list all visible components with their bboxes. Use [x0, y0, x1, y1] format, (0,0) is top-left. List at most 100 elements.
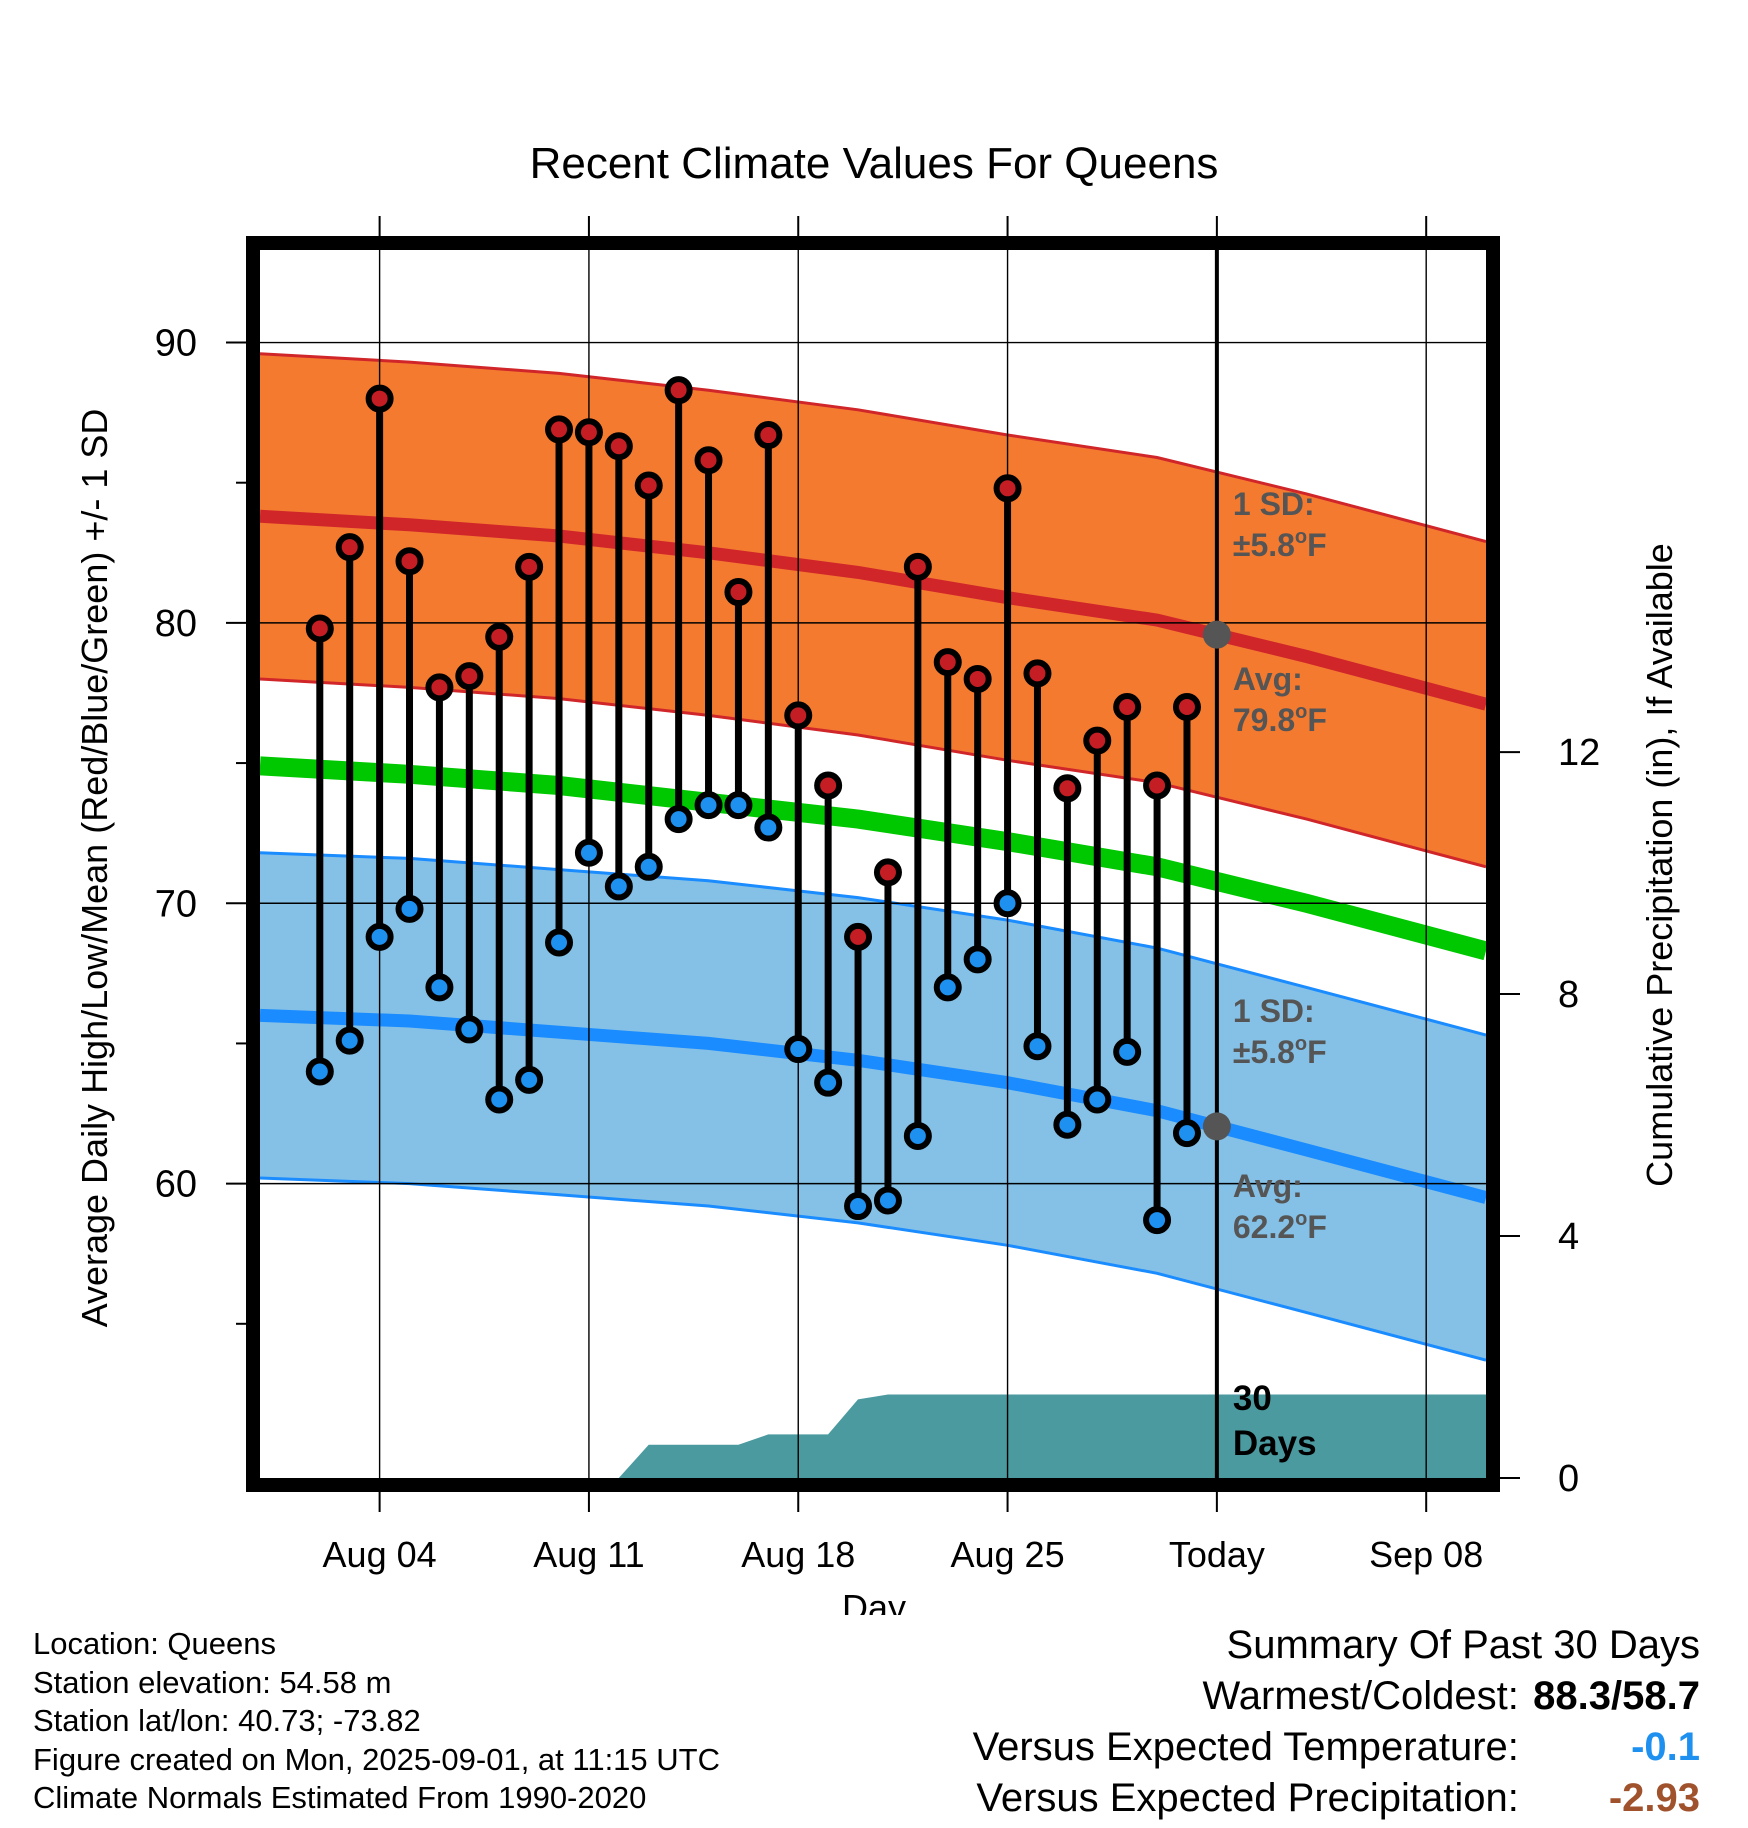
high-temp-point	[903, 552, 932, 581]
low-temp-point	[694, 791, 723, 820]
high-sd-upper-edge	[260, 352, 1486, 544]
low-temp-point	[604, 872, 633, 901]
high-temp-point	[1083, 726, 1112, 755]
low-temp-point	[1143, 1206, 1172, 1235]
high-temp-point	[1023, 659, 1052, 688]
low-temp-point	[1083, 1085, 1112, 1114]
low-temp-point	[515, 1065, 544, 1094]
low-temp-point	[455, 1015, 484, 1044]
low-temp-point	[395, 894, 424, 923]
days-label-number: 30	[1233, 1379, 1272, 1418]
low-temp-point	[873, 1186, 902, 1215]
high-temp-point	[515, 552, 544, 581]
precip-value: -2.93	[1608, 1776, 1700, 1820]
high-temp-point	[963, 664, 992, 693]
high-sd-lower-edge	[260, 677, 1486, 869]
low-temp-point	[784, 1035, 813, 1064]
elevation-text: Station elevation: 54.58 m	[33, 1664, 392, 1700]
high-temp-point	[395, 547, 424, 576]
created-text: Figure created on Mon, 2025-09-01, at 11…	[33, 1741, 720, 1777]
high-temp-point	[634, 471, 663, 500]
high-sd-label: 1 SD:	[1233, 486, 1315, 522]
low-temp-point	[933, 973, 962, 1002]
temp-row: Versus Expected Temperature: -0.1	[973, 1722, 1700, 1773]
y-axis-label: Average Daily High/Low/Mean (Red/Blue/Gr…	[74, 409, 115, 1328]
low-temp-point	[993, 889, 1022, 918]
station-info: Location: Queens Station elevation: 54.5…	[33, 1625, 720, 1818]
x-tick-label: Sep 08	[1369, 1534, 1483, 1575]
today-high-avg-marker	[1202, 620, 1231, 649]
y2-axis-label: Cumulative Precipitation (in), If Availa…	[1639, 543, 1680, 1187]
low-temp-point	[365, 922, 394, 951]
high-avg-label: Avg:	[1233, 661, 1303, 697]
x-tick-label: Aug 11	[533, 1534, 644, 1575]
high-temp-point	[305, 614, 334, 643]
high-avg-value: 79.8oF	[1233, 701, 1327, 738]
precip-row: Versus Expected Precipitation: -2.93	[973, 1773, 1700, 1824]
high-temp-point	[873, 858, 902, 887]
warm-cold-row: Warmest/Coldest: 88.3/58.7	[973, 1671, 1701, 1722]
low-avg-value: 62.2oF	[1233, 1208, 1327, 1245]
today-low-avg-marker	[1202, 1112, 1231, 1141]
precip-label: Versus Expected Precipitation:	[976, 1776, 1519, 1820]
plot-frame	[246, 236, 1500, 1492]
high-temp-point	[694, 446, 723, 475]
high-temp-point	[754, 421, 783, 450]
low-temp-point	[485, 1085, 514, 1114]
low-temp-point	[664, 805, 693, 834]
high-temp-point	[365, 384, 394, 413]
low-temp-point	[1113, 1037, 1142, 1066]
y-tick-label: 70	[155, 883, 197, 925]
low-temp-point	[335, 1026, 364, 1055]
low-temp-point	[1053, 1110, 1082, 1139]
low-sd-value: ±5.8oF	[1233, 1033, 1327, 1070]
high-temp-point	[933, 648, 962, 677]
x-tick-label: Aug 18	[741, 1534, 855, 1575]
low-temp-point	[1172, 1119, 1201, 1148]
low-sd-label: 1 SD:	[1233, 993, 1315, 1029]
summary-panel: Summary Of Past 30 Days Warmest/Coldest:…	[973, 1620, 1700, 1824]
climate-chart: Recent Climate Values For Queens 1 SD: ±5…	[74, 139, 1680, 1615]
warm-cold-label: Warmest/Coldest:	[1202, 1674, 1519, 1718]
y2-tick-label: 0	[1558, 1458, 1579, 1500]
y-tick-label: 60	[155, 1164, 197, 1206]
y-tick-label: 90	[155, 323, 197, 365]
low-sd-upper-edge	[260, 851, 1486, 1037]
latlon-text: Station lat/lon: 40.73; -73.82	[33, 1703, 421, 1738]
high-temp-point	[784, 701, 813, 730]
x-tick-label: Aug 04	[323, 1534, 437, 1575]
low-temp-point	[963, 945, 992, 974]
plot-inner	[260, 250, 1486, 1478]
y2-tick-label: 4	[1558, 1216, 1579, 1258]
high-sd-band	[260, 353, 1486, 867]
x-tick-label: Today	[1169, 1534, 1265, 1575]
low-temp-point	[574, 838, 603, 867]
high-temp-point	[814, 771, 843, 800]
high-temp-point	[485, 622, 514, 651]
high-temp-point	[455, 662, 484, 691]
low-sd-lower-edge	[260, 1176, 1486, 1362]
y2-tick-label: 12	[1558, 732, 1600, 774]
low-temp-point	[903, 1121, 932, 1150]
high-sd-value: ±5.8oF	[1233, 526, 1327, 563]
low-temp-point	[425, 973, 454, 1002]
high-temp-point	[1113, 692, 1142, 721]
mean-avg-line	[260, 756, 1486, 961]
high-temp-point	[844, 922, 873, 951]
precip-area	[260, 1394, 1486, 1478]
low-temp-point	[724, 791, 753, 820]
temp-label: Versus Expected Temperature:	[972, 1725, 1519, 1769]
x-axis-label: Day	[842, 1587, 906, 1615]
plot-area: 1 SD: ±5.8oF Avg: 79.8oF 1 SD: ±5.8oF Avg: 62.2…	[155, 216, 1600, 1575]
low-temp-point	[634, 852, 663, 881]
high-temp-point	[574, 418, 603, 447]
location-text: Location: Queens	[33, 1626, 277, 1661]
low-temp-point	[814, 1068, 843, 1097]
high-temp-point	[545, 415, 574, 444]
low-avg-label: Avg:	[1233, 1168, 1303, 1204]
high-temp-point	[335, 533, 364, 562]
y-tick-label: 80	[155, 603, 197, 645]
low-temp-point	[754, 813, 783, 842]
x-tick-label: Aug 25	[951, 1534, 1065, 1575]
high-temp-point	[425, 673, 454, 702]
